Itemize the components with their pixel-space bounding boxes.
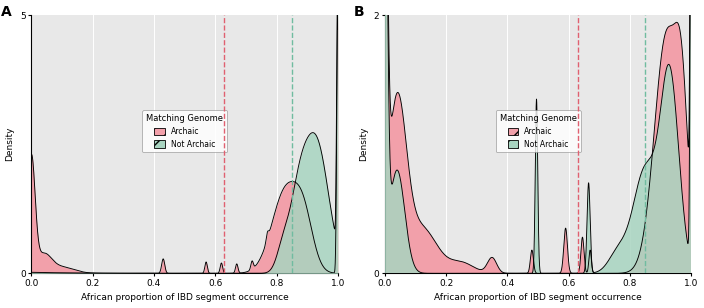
Y-axis label: Density: Density — [359, 127, 368, 161]
X-axis label: African proportion of IBD segment occurrence: African proportion of IBD segment occurr… — [434, 294, 642, 302]
Legend: Archaic, Not Archaic: Archaic, Not Archaic — [142, 110, 227, 152]
X-axis label: African proportion of IBD segment occurrence: African proportion of IBD segment occurr… — [81, 294, 289, 302]
Text: A: A — [1, 5, 11, 19]
Y-axis label: Density: Density — [6, 127, 15, 161]
Legend: Archaic, Not Archaic: Archaic, Not Archaic — [496, 110, 581, 152]
Text: B: B — [354, 5, 365, 19]
